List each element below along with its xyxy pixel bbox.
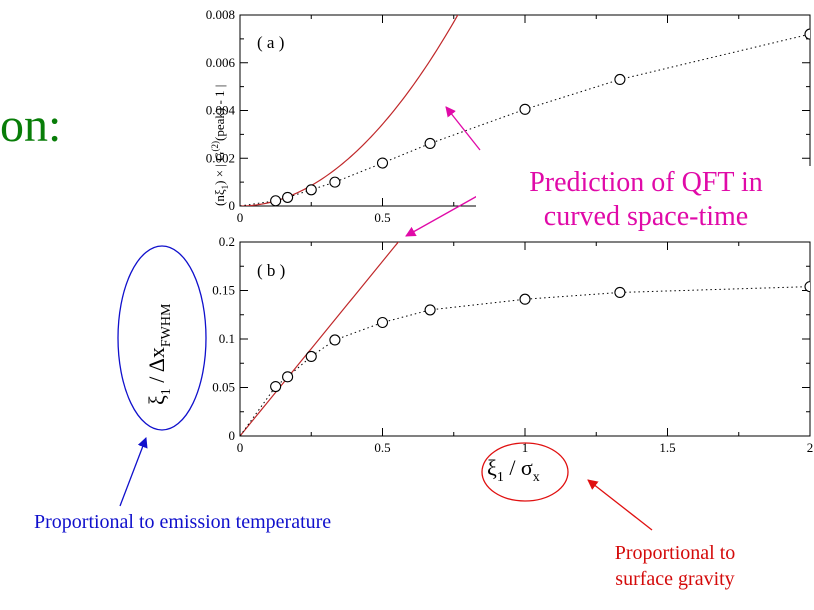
data-point [282,371,294,383]
y-tick-label: 0.006 [206,55,236,70]
data-point [305,184,317,196]
prediction-callout: Prediction of QFT in curved space-time [476,166,814,234]
panel-b-label: ( b ) [257,261,285,280]
panel-a-data-line [240,33,810,206]
gravity-callout-line1: Proportional to [614,542,736,564]
arrow-to-xlabel [587,479,653,531]
y-tick-label: 0.15 [212,283,235,298]
data-point [424,137,436,149]
panel-a-theory-curve [240,15,459,206]
data-point [305,350,317,363]
data-point [329,334,341,346]
panel-b-data-line [240,286,810,436]
data-point [804,28,810,40]
panel-b-theory-curve [240,242,400,436]
y-tick-label: 0.1 [219,331,235,346]
gravity-callout: Proportional to surface gravity [590,540,760,592]
ylabel-highlight-ellipse [117,245,207,431]
data-point [270,380,282,393]
data-point [376,157,389,169]
slide-title-fragment: on: [0,99,62,152]
temperature-callout: Proportional to emission temperature [34,511,332,533]
x-tick-label: 0.5 [374,210,390,225]
panel-a-ylabel: (nξ1) × | G(2)(peak) - 1 | [210,85,230,206]
data-point [614,286,626,298]
data-point [519,103,531,115]
data-point [519,293,531,305]
x-tick-label: 0 [237,210,244,225]
x-tick-label: 0.5 [374,440,390,455]
panel-a-label: ( a ) [257,33,284,52]
y-tick-label: 0.008 [206,7,235,22]
y-tick-label: 0 [229,198,236,213]
data-point [424,304,436,316]
prediction-callout-line2: curved space-time [543,201,749,232]
panel-b-ylabel: ξ1 / ΔxFWHM [144,303,174,405]
x-tick-label: 0 [237,440,244,455]
xlabel-highlight-ellipse [481,442,569,502]
data-point [329,176,341,188]
panel-b-xlabel: ξ1 / σx [487,455,540,485]
panel-b-ticks: 0 0.5 1 1.5 2 0 0.05 0.1 0.15 0.2 [212,234,813,455]
y-tick-label: 0.05 [212,380,235,395]
data-point [614,73,626,86]
arrow-to-panel-a-curve [445,106,481,151]
panel-b-frame [239,241,811,437]
arrow-to-ylabel [119,437,148,507]
y-tick-label: 0 [229,428,236,443]
data-point [376,316,389,329]
x-tick-label: 1 [522,440,529,455]
y-tick-label: 0.002 [206,150,235,165]
y-tick-label: 0.2 [219,234,235,249]
data-point [270,195,282,206]
y-tick-label: 0.004 [206,103,236,118]
prediction-callout-line1: Prediction of QFT in [529,167,763,198]
x-tick-label: 2 [807,440,814,455]
gravity-callout-line2: surface gravity [615,568,735,590]
x-tick-label: 1.5 [659,440,675,455]
data-point [804,281,810,293]
data-point [282,191,294,203]
arrow-to-panel-b-curve [405,189,489,237]
